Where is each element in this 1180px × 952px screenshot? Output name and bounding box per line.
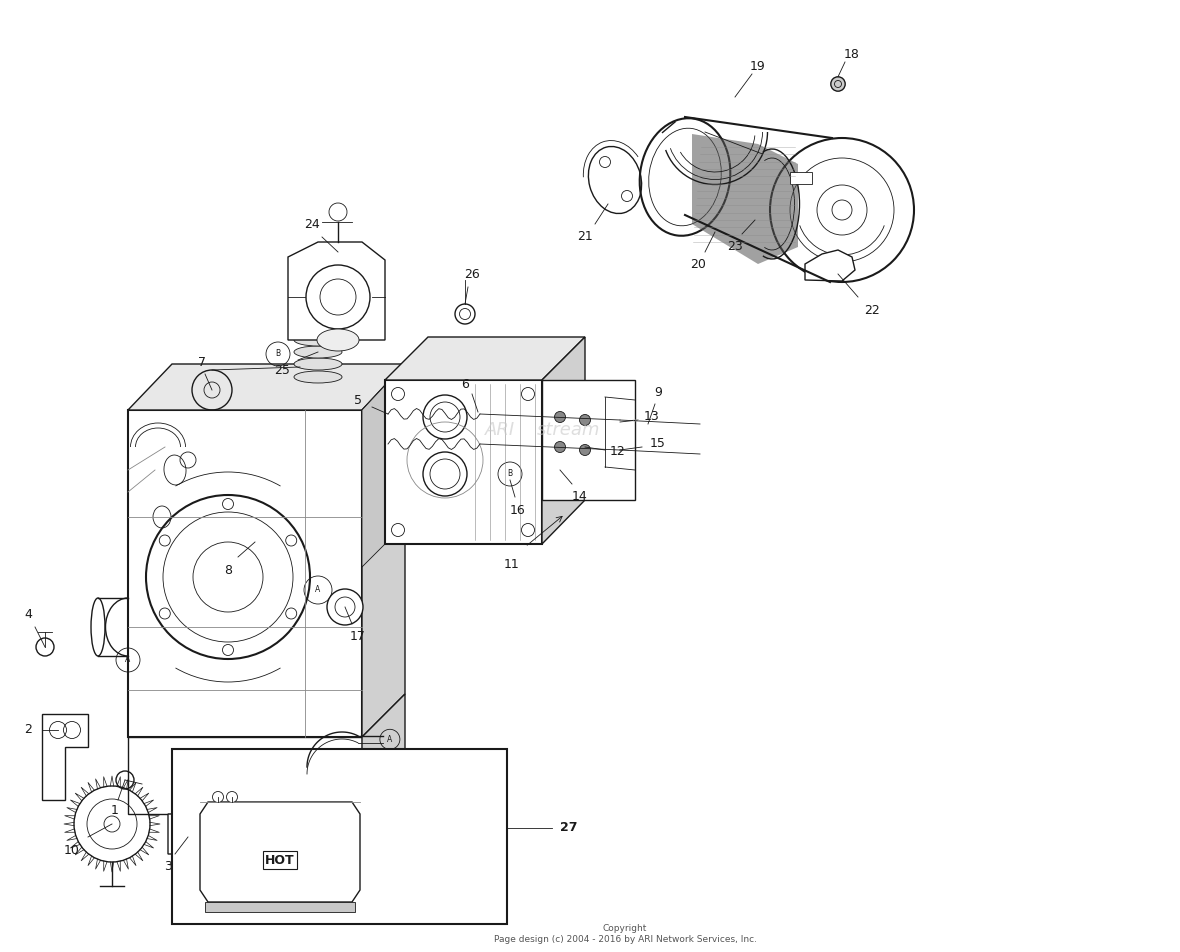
Text: 4: 4 [24,607,32,621]
Ellipse shape [317,329,359,351]
Text: 27: 27 [560,822,578,834]
Ellipse shape [294,346,342,358]
Polygon shape [542,380,635,500]
Text: 13: 13 [644,410,660,424]
Ellipse shape [294,371,342,383]
Text: 26: 26 [464,268,480,281]
Text: 8: 8 [224,564,232,577]
Text: 11: 11 [504,558,520,570]
Text: 1: 1 [111,803,119,817]
Text: ™: ™ [630,417,640,427]
Text: B: B [275,349,281,359]
Circle shape [212,791,223,803]
Polygon shape [362,364,405,737]
Polygon shape [362,364,405,567]
Polygon shape [127,364,405,410]
Polygon shape [385,337,585,380]
Text: 6: 6 [461,378,468,390]
Bar [172,749,507,924]
Text: 15: 15 [650,438,666,450]
Text: HOT: HOT [266,854,295,866]
Circle shape [579,445,590,455]
Polygon shape [691,134,798,264]
Text: A: A [125,656,131,664]
Text: Copyright
Page design (c) 2004 - 2016 by ARI Network Services, Inc.: Copyright Page design (c) 2004 - 2016 by… [493,923,756,944]
Circle shape [555,411,565,423]
Text: 3: 3 [164,861,172,874]
Circle shape [555,442,565,452]
Text: A: A [387,735,393,744]
Text: 7: 7 [198,355,206,368]
Bar [205,902,355,912]
Polygon shape [789,172,812,184]
Text: 23: 23 [727,241,743,253]
Circle shape [327,589,363,625]
Circle shape [579,414,590,426]
Polygon shape [199,802,360,902]
Text: ARI: ARI [485,421,514,439]
Circle shape [227,791,237,803]
Text: 17: 17 [350,630,366,644]
Polygon shape [127,410,362,737]
Text: 12: 12 [610,446,625,459]
Polygon shape [42,714,88,800]
Text: B: B [507,469,512,479]
Polygon shape [288,242,385,340]
Text: 2: 2 [24,724,32,737]
Text: stream: stream [537,421,599,439]
Text: 18: 18 [844,48,860,61]
Text: 5: 5 [354,393,362,407]
Text: 16: 16 [510,504,526,517]
Polygon shape [542,337,585,544]
Polygon shape [385,380,542,544]
Text: 21: 21 [577,230,592,244]
Text: 19: 19 [750,61,766,73]
Text: A: A [315,585,321,594]
Text: 9: 9 [654,386,662,399]
Text: 22: 22 [864,304,880,316]
Text: 14: 14 [572,490,588,504]
Circle shape [831,77,845,91]
Polygon shape [168,814,218,854]
Polygon shape [805,250,856,281]
Polygon shape [127,737,362,814]
Text: 24: 24 [304,217,320,230]
Ellipse shape [294,334,342,346]
Text: 25: 25 [274,364,290,376]
Polygon shape [362,694,405,814]
Text: 10: 10 [64,843,80,857]
Ellipse shape [294,358,342,370]
Text: 20: 20 [690,257,706,270]
